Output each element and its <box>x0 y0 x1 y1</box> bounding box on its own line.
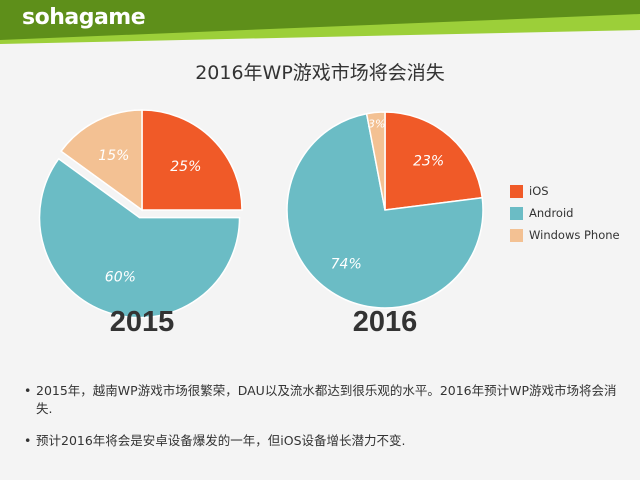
legend-swatch-windows-phone <box>510 228 523 242</box>
header-banner: sohagame <box>0 0 640 44</box>
note-text: 预计2016年将会是安卓设备爆发的一年，但iOS设备增长潜力不变. <box>36 433 406 448</box>
note-item: • 预计2016年将会是安卓设备爆发的一年，但iOS设备增长潜力不变. <box>24 432 624 450</box>
pie-label-2015-windows-phone: 15% <box>98 148 129 164</box>
page-title: 2016年WP游戏市场将会消失 <box>195 62 445 84</box>
year-label-2016: 2016 <box>352 306 418 338</box>
pie-label-2015-ios: 25% <box>170 159 201 175</box>
header-dark-band <box>0 0 640 40</box>
legend-swatch-android <box>510 206 523 220</box>
bullet-icon: • <box>24 383 32 398</box>
pie-label-2016-android: 74% <box>331 256 362 272</box>
pie-slice-2016-android <box>286 112 484 309</box>
pie-slice-2016-windows-phone <box>365 111 386 211</box>
note-text: 2015年，越南WP游戏市场很繁荣，DAU以及流水都达到很乐观的水平。2016年… <box>36 383 617 416</box>
pie-slice-2015-android <box>38 157 241 319</box>
pie-slice-2015-ios <box>141 109 243 211</box>
pie-label-2016-windows-phone: 3% <box>368 117 385 130</box>
legend-item-windows-phone: Windows Phone <box>510 224 620 246</box>
pie-label-2015-android: 60% <box>105 270 136 286</box>
pie-slice-2015-windows-phone <box>60 109 143 212</box>
chart-legend: iOS Android Windows Phone <box>510 180 620 246</box>
legend-label-windows-phone: Windows Phone <box>529 228 620 242</box>
sohagame-logo[interactable]: sohagame <box>22 5 146 30</box>
pie-slice-2016-ios <box>384 111 484 211</box>
legend-label-android: Android <box>529 206 574 220</box>
legend-swatch-ios <box>510 184 523 198</box>
legend-item-ios: iOS <box>510 180 620 202</box>
legend-label-ios: iOS <box>529 184 549 198</box>
bullet-icon: • <box>24 433 32 448</box>
header-background <box>0 0 640 44</box>
note-item: • 2015年，越南WP游戏市场很繁荣，DAU以及流水都达到很乐观的水平。201… <box>24 382 624 418</box>
legend-item-android: Android <box>510 202 620 224</box>
year-label-2015: 2015 <box>109 306 175 338</box>
notes-list: • 2015年，越南WP游戏市场很繁荣，DAU以及流水都达到很乐观的水平。201… <box>24 382 624 464</box>
pie-label-2016-ios: 23% <box>413 153 444 169</box>
